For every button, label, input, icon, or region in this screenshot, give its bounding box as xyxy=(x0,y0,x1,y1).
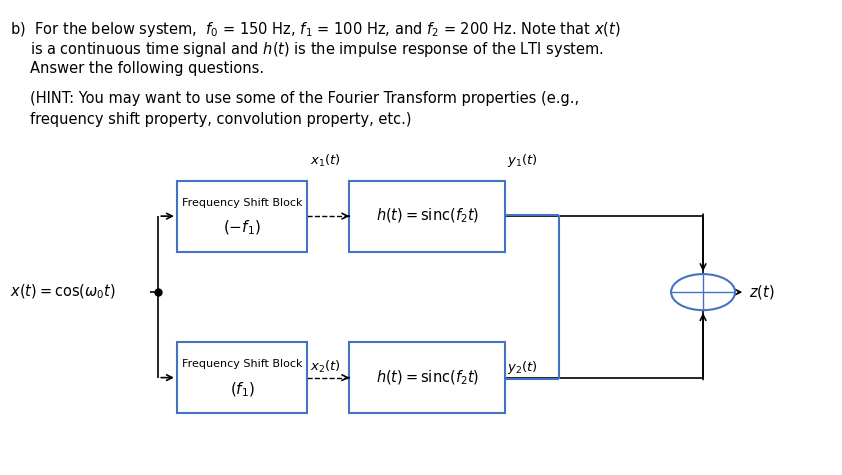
Text: $x_2(t)$: $x_2(t)$ xyxy=(310,359,341,375)
Text: $z(t)$: $z(t)$ xyxy=(749,283,775,301)
Text: $( f_1 )$: $( f_1 )$ xyxy=(230,380,254,399)
Text: Frequency Shift Block: Frequency Shift Block xyxy=(182,359,302,370)
Text: $h(t) = \mathrm{sinc}(f_2 t)$: $h(t) = \mathrm{sinc}(f_2 t)$ xyxy=(376,207,479,225)
Text: frequency shift property, convolution property, etc.): frequency shift property, convolution pr… xyxy=(30,112,412,127)
Text: is a continuous time signal and $h(t)$ is the impulse response of the LTI system: is a continuous time signal and $h(t)$ i… xyxy=(30,40,605,59)
Text: $y_2(t)$: $y_2(t)$ xyxy=(507,359,538,376)
Bar xyxy=(349,180,505,252)
Bar xyxy=(177,342,307,413)
Bar xyxy=(349,342,505,413)
Bar xyxy=(177,180,307,252)
Text: (HINT: You may want to use some of the Fourier Transform properties (e.g.,: (HINT: You may want to use some of the F… xyxy=(30,91,579,106)
Text: $x_1(t)$: $x_1(t)$ xyxy=(310,152,341,169)
Text: b)  For the below system,  $f_0$ = 150 Hz, $f_1$ = 100 Hz, and $f_2$ = 200 Hz. N: b) For the below system, $f_0$ = 150 Hz,… xyxy=(10,20,621,39)
Text: $x(t) = \cos(\omega_0 t)$: $x(t) = \cos(\omega_0 t)$ xyxy=(10,283,116,301)
Text: Frequency Shift Block: Frequency Shift Block xyxy=(182,198,302,208)
Text: $h(t) = \mathrm{sinc}(f_2 t)$: $h(t) = \mathrm{sinc}(f_2 t)$ xyxy=(376,369,479,387)
Text: Answer the following questions.: Answer the following questions. xyxy=(30,61,264,76)
Text: $y_1(t)$: $y_1(t)$ xyxy=(507,152,538,169)
Text: $( - f_1 )$: $( - f_1 )$ xyxy=(223,219,261,237)
